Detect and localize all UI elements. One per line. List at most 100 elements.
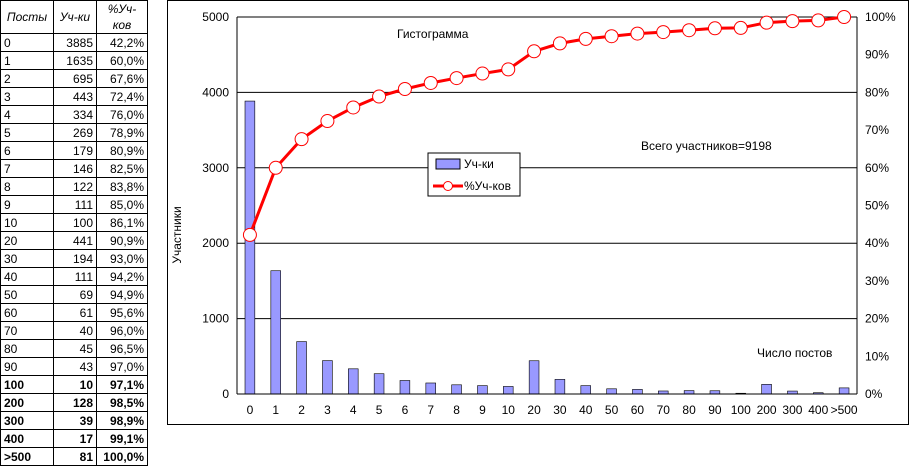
cell-users: 1635: [53, 51, 97, 70]
bar: [528, 360, 540, 395]
y-tick-label-right: 20%: [865, 312, 889, 326]
chart-border: [167, 0, 909, 425]
bar: [632, 389, 643, 395]
y-tick-label-left: 1000: [202, 312, 229, 326]
y-tick-label-right: 80%: [865, 85, 889, 99]
y-tick-label-right: 30%: [865, 274, 889, 288]
x-tick-label: 3: [324, 403, 331, 417]
data-table-panel: Посты Уч-ки %Уч-ков 0 3885 42,2% 1 1635 60,0%…: [0, 0, 148, 466]
y-tick-label-left: 4000: [202, 85, 229, 99]
table-row: 9 111 85,0%: [0, 195, 148, 214]
x-tick-label: 400: [808, 403, 828, 417]
percent-marker: [475, 66, 490, 81]
cell-posts: 300: [0, 411, 54, 430]
cell-posts: 200: [0, 393, 54, 412]
y-tick-label-right: 60%: [865, 161, 889, 175]
cell-users: 111: [53, 267, 97, 286]
x-tick-label: 9: [479, 403, 486, 417]
percent-marker: [759, 15, 774, 30]
percent-marker: [682, 23, 697, 38]
cell-posts: 2: [0, 69, 54, 88]
y-tick-label-left: 3000: [202, 161, 229, 175]
cell-users: 111: [53, 195, 97, 214]
percent-marker: [320, 114, 335, 129]
cell-users: 39: [53, 411, 97, 430]
cell-posts: 400: [0, 429, 54, 448]
x-tick-label: 6: [402, 403, 409, 417]
table-row: 6 179 80,9%: [0, 141, 148, 160]
x-axis-label: Число постов: [757, 346, 832, 360]
cell-users: 40: [53, 321, 97, 340]
percent-marker: [527, 44, 542, 59]
x-tick-label: 2: [298, 403, 305, 417]
chart-title: Гистограмма: [397, 27, 469, 41]
bar: [683, 390, 695, 395]
cell-users: 45: [53, 339, 97, 358]
percent-marker: [837, 10, 852, 24]
percent-marker: [656, 25, 671, 40]
bar: [322, 360, 333, 395]
y-tick-label-right: 70%: [865, 123, 889, 137]
cell-percent: 72,4%: [96, 87, 148, 106]
cell-percent: 97,0%: [96, 357, 148, 376]
y-tick-label-left: 5000: [202, 10, 229, 24]
percent-marker: [372, 89, 387, 104]
legend-bar-label: Уч-ки: [464, 157, 494, 171]
percent-marker: [630, 26, 645, 41]
percent-marker: [552, 36, 567, 51]
cell-percent: 82,5%: [96, 159, 148, 178]
cell-percent: 97,1%: [96, 375, 148, 394]
cell-posts: 20: [0, 231, 54, 250]
table-row: 20 441 90,9%: [0, 231, 148, 250]
table-row: 8 122 83,8%: [0, 177, 148, 196]
tick-labels: 0 1 2 3 4 5 6 7 8 9 10 20 30 40 50 60 70 80 90 100 200 300 400…: [202, 10, 896, 417]
x-tick-label: 70: [657, 403, 671, 417]
bar: [270, 270, 281, 395]
cell-posts: 40: [0, 267, 54, 286]
percent-marker: [785, 14, 800, 29]
cell-percent: 93,0%: [96, 249, 148, 268]
table-row: 200 128 98,5%: [0, 393, 148, 412]
cell-posts: 80: [0, 339, 54, 358]
cell-percent: 78,9%: [96, 123, 148, 142]
cell-posts: 8: [0, 177, 54, 196]
x-tick-label: 60: [631, 403, 645, 417]
x-tick-label: 300: [782, 403, 802, 417]
cell-posts: 50: [0, 285, 54, 304]
y-tick-label-right: 10%: [865, 349, 889, 363]
cell-percent: 98,9%: [96, 411, 148, 430]
bar: [425, 382, 436, 395]
y-tick-label-right: 0%: [865, 387, 883, 401]
percent-marker: [501, 62, 516, 77]
bar: [761, 384, 772, 395]
cell-users: 3885: [53, 33, 97, 52]
percent-marker: [242, 227, 257, 242]
table-row: 1 1635 60,0%: [0, 51, 148, 70]
cell-percent: 94,9%: [96, 285, 148, 304]
table-row: 0 3885 42,2%: [0, 33, 148, 52]
cell-posts: >500: [0, 447, 54, 466]
cell-percent: 99,1%: [96, 429, 148, 448]
x-tick-label: 5: [376, 403, 383, 417]
legend: Уч-ки %Уч-ков: [427, 152, 521, 197]
table-row: 50 69 94,9%: [0, 285, 148, 304]
cell-percent: 67,6%: [96, 69, 148, 88]
cell-percent: 100,0%: [96, 447, 148, 466]
y-tick-label-right: 50%: [865, 199, 889, 213]
legend-line-label: %Уч-ков: [464, 179, 511, 193]
cell-percent: 96,0%: [96, 321, 148, 340]
x-tick-label: 7: [427, 403, 434, 417]
table-header-row: Посты Уч-ки %Уч-ков: [0, 0, 148, 34]
table-row: 100 10 97,1%: [0, 375, 148, 394]
x-tick-label: 40: [579, 403, 593, 417]
percent-marker: [733, 20, 748, 35]
table-row: 300 39 98,9%: [0, 411, 148, 430]
x-tick-label: 50: [605, 403, 619, 417]
x-tick-label: 200: [757, 403, 777, 417]
cell-percent: 76,0%: [96, 105, 148, 124]
cell-users: 69: [53, 285, 97, 304]
table-row: 2 695 67,6%: [0, 69, 148, 88]
table-body: 0 3885 42,2% 1 1635 60,0% 2 695 67,6% 3 443 72,4% 4 3…: [0, 33, 148, 466]
x-tick-label: 0: [247, 403, 254, 417]
y-axis-label: Участники: [170, 206, 184, 263]
